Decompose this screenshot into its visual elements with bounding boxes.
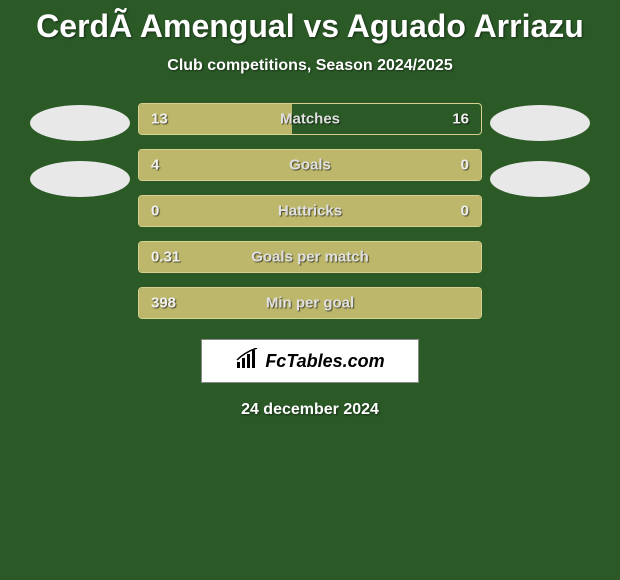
stat-label: Goals per match xyxy=(251,249,369,266)
stat-value-left: 398 xyxy=(151,295,176,312)
left-player-avatar-1 xyxy=(30,105,130,141)
stat-fill-left xyxy=(139,150,413,180)
stat-value-right: 0 xyxy=(461,203,469,220)
stat-value-left: 13 xyxy=(151,111,168,128)
right-player-avatar-2 xyxy=(490,161,590,197)
stat-value-right: 16 xyxy=(452,111,469,128)
fctables-logo-box: FcTables.com xyxy=(201,339,419,383)
stat-fill-right xyxy=(413,150,481,180)
stat-row-goals-per-match: 0.31 Goals per match xyxy=(138,241,482,273)
left-avatar-column xyxy=(30,103,130,197)
stat-value-left: 0 xyxy=(151,203,159,220)
fctables-logo-text: FcTables.com xyxy=(265,351,384,372)
stat-label: Min per goal xyxy=(266,295,354,312)
stat-label: Goals xyxy=(289,157,331,174)
stats-bars-column: 13 Matches 16 4 Goals 0 0 Hattricks 0 0.… xyxy=(138,103,482,319)
comparison-title: CerdÃ Amengual vs Aguado Arriazu xyxy=(0,0,620,45)
stat-value-left: 0.31 xyxy=(151,249,180,266)
chart-icon xyxy=(235,348,261,375)
comparison-subtitle: Club competitions, Season 2024/2025 xyxy=(0,57,620,75)
date-text: 24 december 2024 xyxy=(0,401,620,419)
stat-row-goals: 4 Goals 0 xyxy=(138,149,482,181)
stat-row-hattricks: 0 Hattricks 0 xyxy=(138,195,482,227)
right-player-avatar-1 xyxy=(490,105,590,141)
stat-label: Hattricks xyxy=(278,203,342,220)
stat-label: Matches xyxy=(280,111,340,128)
stat-value-right: 0 xyxy=(461,157,469,174)
stat-row-matches: 13 Matches 16 xyxy=(138,103,482,135)
stat-value-left: 4 xyxy=(151,157,159,174)
comparison-area: 13 Matches 16 4 Goals 0 0 Hattricks 0 0.… xyxy=(0,103,620,319)
left-player-avatar-2 xyxy=(30,161,130,197)
right-avatar-column xyxy=(490,103,590,197)
stat-row-min-per-goal: 398 Min per goal xyxy=(138,287,482,319)
